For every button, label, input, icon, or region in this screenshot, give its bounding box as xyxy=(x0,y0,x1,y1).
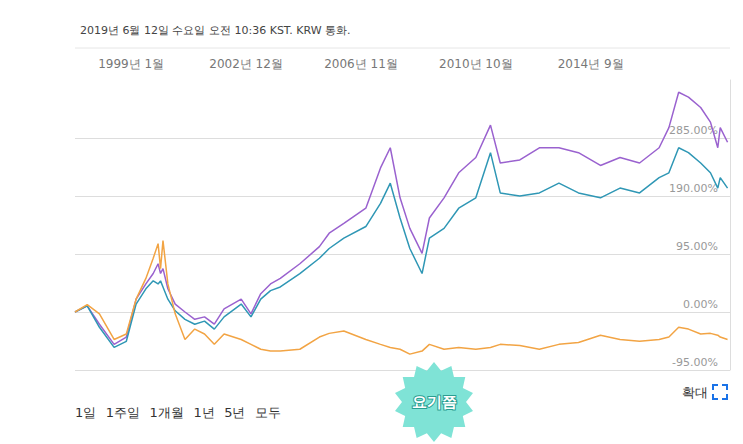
svg-text:2019년 6월 12일 수요일 오전 10:36 KST.: 2019년 6월 12일 수요일 오전 10:36 KST. KRW 통화. xyxy=(80,24,351,37)
svg-text:5년: 5년 xyxy=(224,405,245,420)
svg-text:요기쯤: 요기쯤 xyxy=(412,393,457,411)
svg-text:1999년 1월: 1999년 1월 xyxy=(98,57,164,71)
svg-text:1개월: 1개월 xyxy=(150,405,184,420)
svg-text:-95.00%: -95.00% xyxy=(672,356,718,369)
svg-text:1주일: 1주일 xyxy=(106,405,140,420)
svg-text:2002년 12월: 2002년 12월 xyxy=(209,57,283,71)
svg-text:190.00%: 190.00% xyxy=(669,182,718,195)
svg-text:2006년 11월: 2006년 11월 xyxy=(324,57,398,71)
svg-text:확대: 확대 xyxy=(682,385,708,400)
svg-text:95.00%: 95.00% xyxy=(676,240,718,253)
svg-text:1년: 1년 xyxy=(193,405,214,420)
svg-text:285.00%: 285.00% xyxy=(669,124,718,137)
svg-text:0.00%: 0.00% xyxy=(683,298,718,311)
svg-text:2010년 10월: 2010년 10월 xyxy=(439,57,513,71)
svg-text:2014년 9월: 2014년 9월 xyxy=(558,57,624,71)
svg-text:1일: 1일 xyxy=(75,405,96,420)
svg-text:모두: 모두 xyxy=(255,405,281,420)
